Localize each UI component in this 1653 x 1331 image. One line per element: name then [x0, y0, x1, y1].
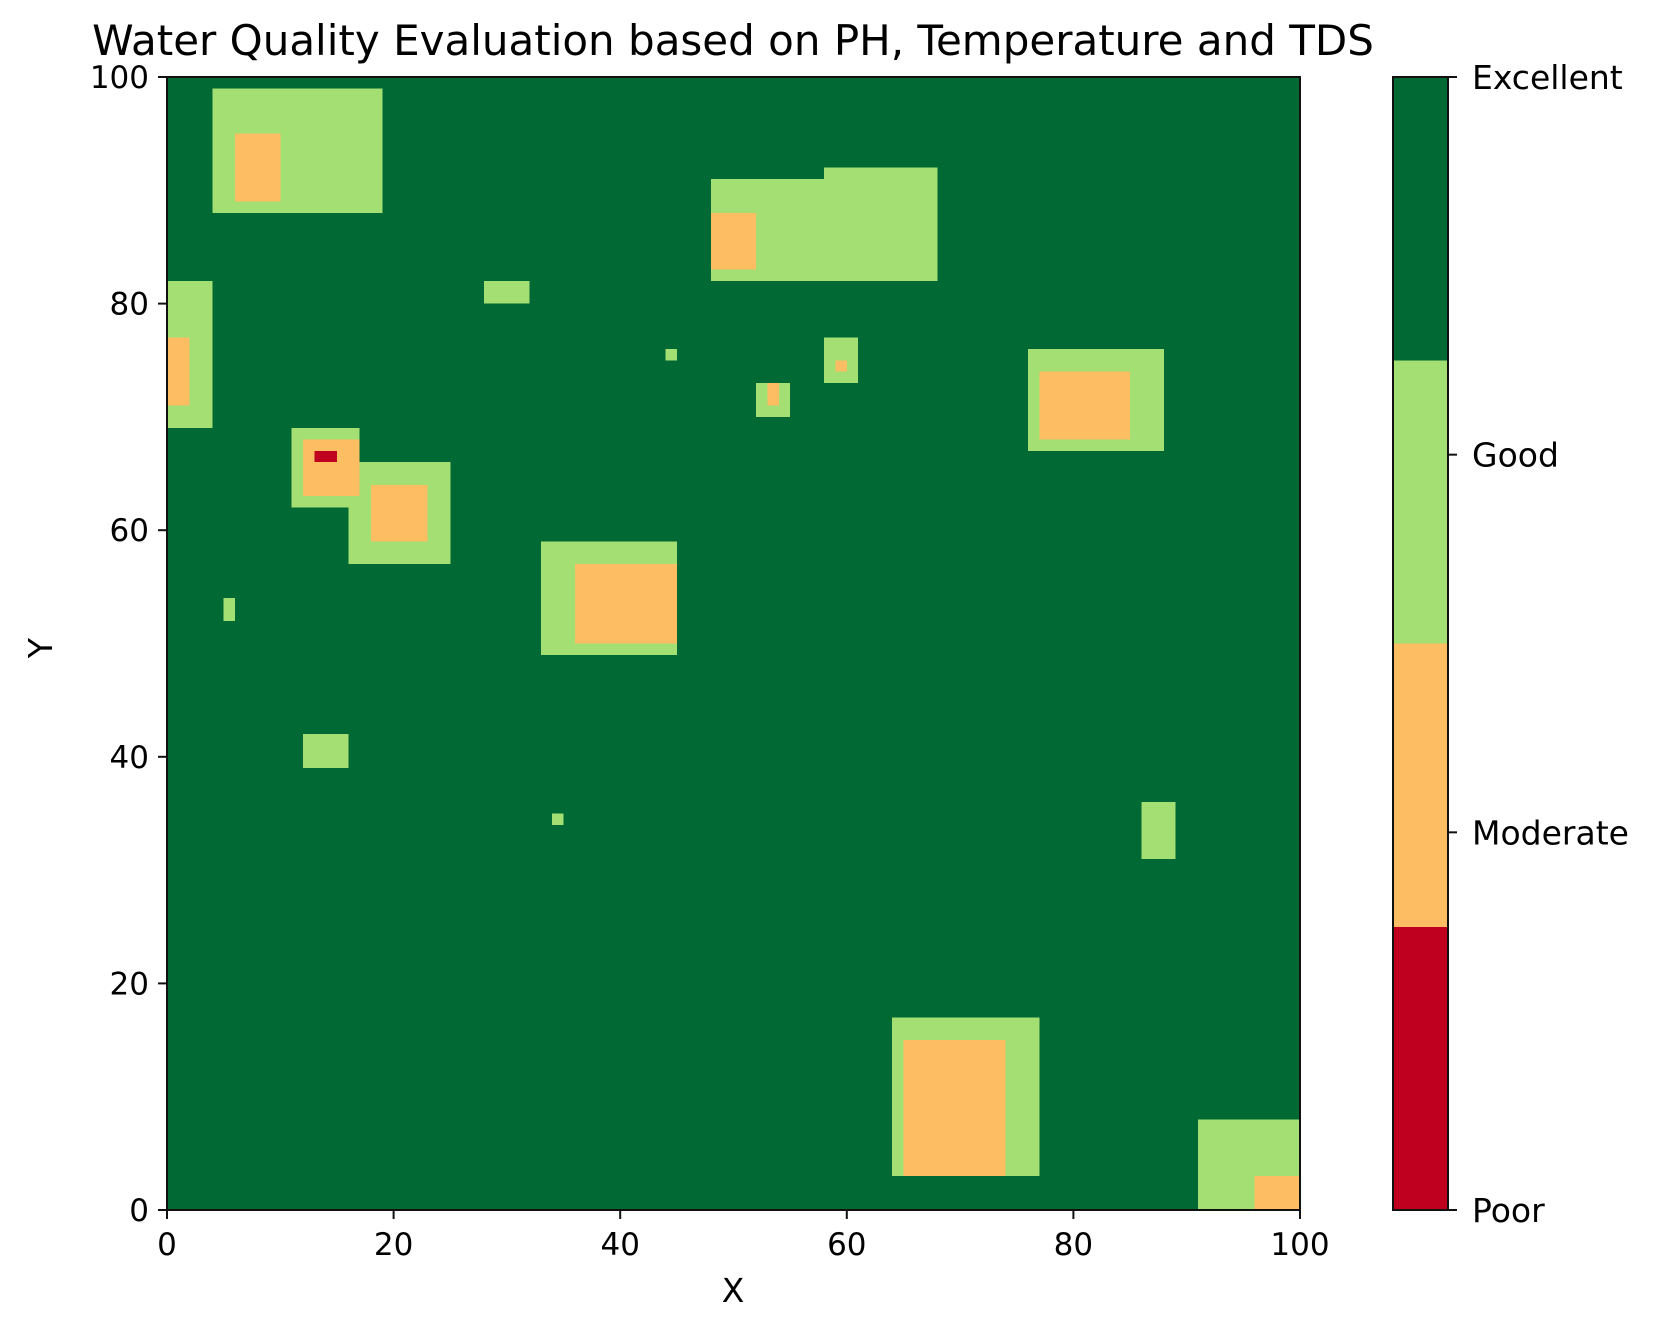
y-tick-label: 0	[129, 1193, 149, 1229]
y-axis: 0 20 40 60 80 100	[90, 60, 167, 1229]
plot-area	[167, 77, 1300, 1210]
x-tick-label: 20	[374, 1227, 413, 1263]
heatmap-region-moderate	[1039, 371, 1131, 440]
heatmap-region-moderate	[710, 212, 757, 270]
heatmap-region-moderate	[302, 439, 360, 497]
colorbar-label-moderate: Moderate	[1472, 813, 1629, 852]
y-tick-label: 60	[110, 513, 149, 549]
x-axis-label: X	[722, 1271, 745, 1310]
colorbar-label-excellent: Excellent	[1472, 58, 1623, 97]
x-tick-label: 40	[600, 1227, 639, 1263]
y-tick-label: 100	[90, 60, 149, 96]
heatmap-region-moderate	[835, 360, 847, 372]
heatmap-region-moderate	[167, 337, 190, 406]
heatmap-region-moderate	[903, 1040, 1006, 1177]
heatmap-region-moderate	[1254, 1176, 1300, 1210]
x-tick-label: 80	[1054, 1227, 1093, 1263]
colorbar-segment-poor	[1393, 926, 1448, 1210]
y-axis-label: Y	[21, 637, 60, 659]
heatmap-region-good	[665, 348, 677, 361]
colorbar: Poor Moderate Good Excellent	[1392, 58, 1629, 1230]
heatmap-region-moderate	[767, 382, 779, 406]
x-tick-label: 100	[1270, 1227, 1329, 1263]
x-axis: 0 20 40 60 80 100	[157, 1210, 1330, 1263]
colorbar-label-good: Good	[1472, 436, 1559, 475]
heatmap-region-moderate	[234, 133, 281, 202]
colorbar-segment-excellent	[1393, 77, 1448, 361]
heatmap-region-good	[302, 734, 349, 769]
heatmap-region-good	[484, 280, 530, 304]
y-tick-label: 40	[110, 740, 149, 776]
x-tick-label: 0	[157, 1227, 177, 1263]
plot-frame	[166, 76, 1301, 1211]
y-tick-label: 80	[110, 287, 149, 323]
colorbar-segment-good	[1393, 360, 1448, 644]
heatmap-region-good	[1141, 802, 1176, 859]
heatmap-region-good	[869, 178, 938, 213]
heatmap-region-moderate	[574, 564, 677, 644]
colorbar-label-poor: Poor	[1472, 1191, 1545, 1230]
heatmap-region-poor	[314, 450, 337, 463]
colorbar-frame	[1392, 76, 1449, 1211]
x-tick-label: 60	[827, 1227, 866, 1263]
colorbar-segment-moderate	[1393, 643, 1448, 927]
chart-title: Water Quality Evaluation based on PH, Te…	[92, 16, 1374, 65]
heatmap-region-moderate	[370, 484, 428, 542]
heatmap-region-good	[552, 813, 564, 825]
y-tick-label: 20	[110, 966, 149, 1002]
heatmap-region-good	[223, 598, 235, 621]
